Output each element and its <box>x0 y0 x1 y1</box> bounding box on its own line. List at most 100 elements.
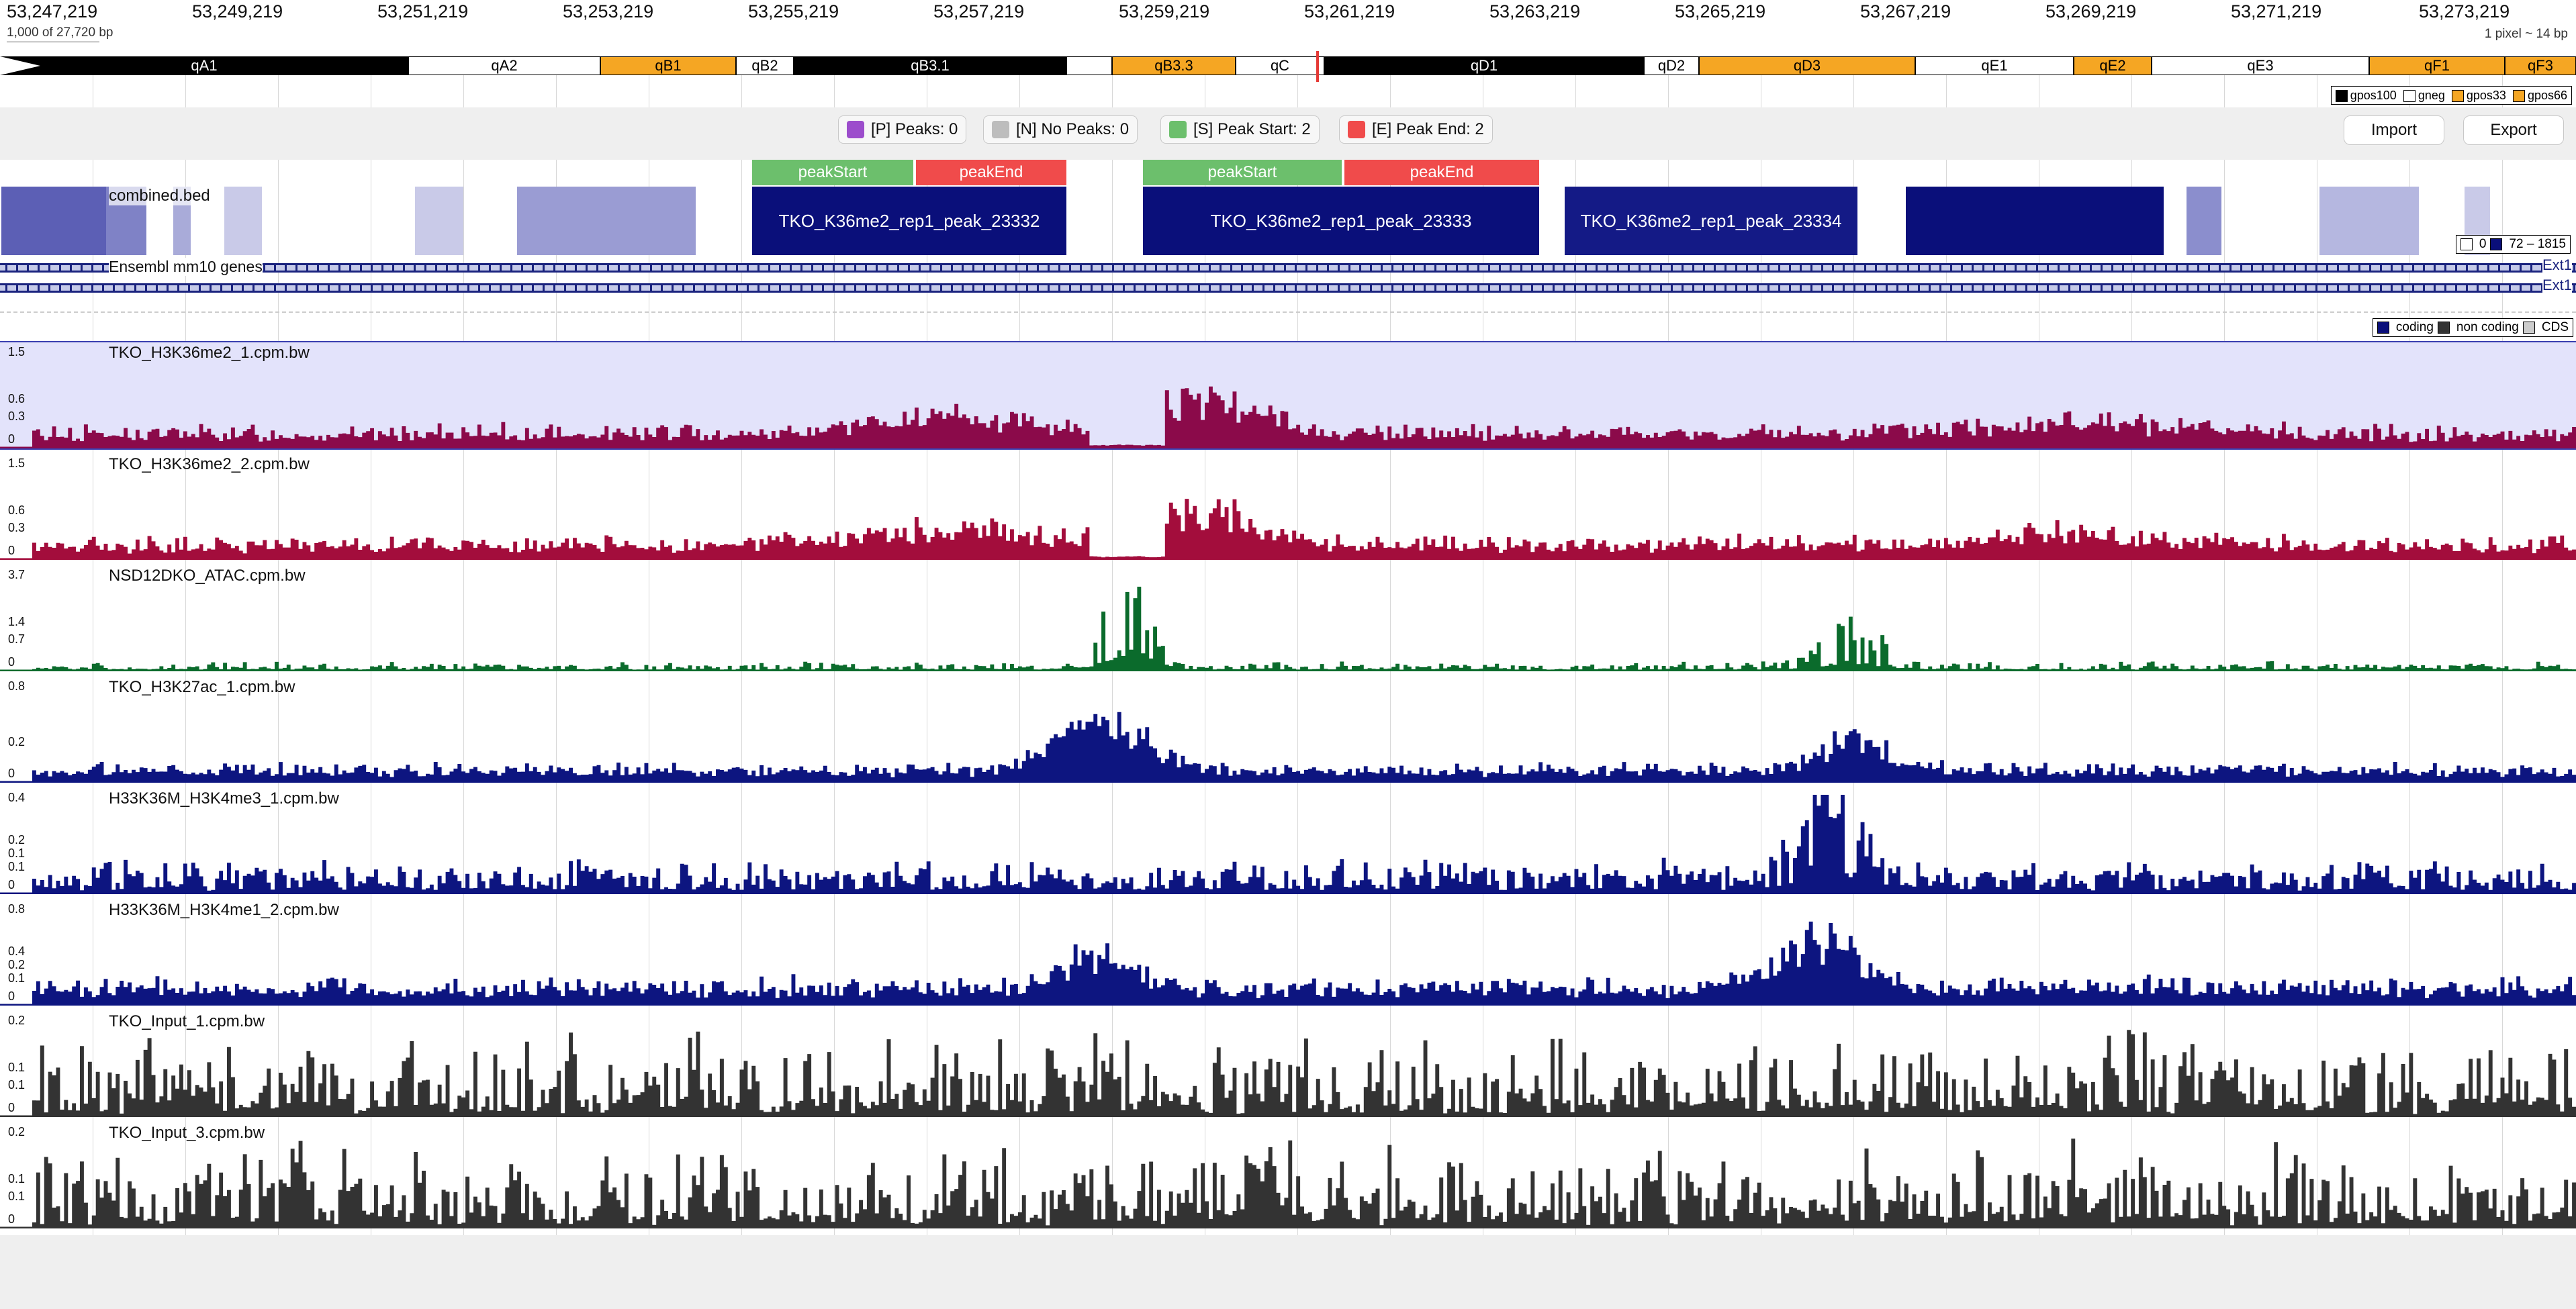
ideogram-band[interactable]: qA2 <box>408 56 600 75</box>
gridline <box>185 56 186 1235</box>
legend-gpos100: gpos100 <box>2335 89 2397 103</box>
ideogram-band[interactable]: qB3.3 <box>1112 56 1236 75</box>
peaks-chip[interactable]: [P] Peaks: 0 <box>838 115 967 144</box>
y-axis-tick: 0 <box>8 767 15 780</box>
legend-gneg: gneg <box>2403 89 2445 103</box>
bed-track-label: combined.bed <box>109 187 210 205</box>
signal-plot <box>0 587 2576 671</box>
gridline <box>2409 56 2410 1235</box>
track-name-label: TKO_H3K36me2_1.cpm.bw <box>109 344 310 362</box>
ideogram-band[interactable]: qB1 <box>600 56 736 75</box>
ruler-tick-label: 53,273,219 <box>2419 1 2510 21</box>
ideogram-band[interactable]: qF1 <box>2369 56 2505 75</box>
ruler-tick-label: 53,269,219 <box>2045 1 2137 21</box>
peak-end-marker-2[interactable]: peakEnd <box>1344 160 1539 185</box>
ideogram-band[interactable]: qE2 <box>2074 56 2152 75</box>
peaks-label: [P] Peaks: 0 <box>871 120 958 138</box>
bed-feature[interactable] <box>2319 187 2419 255</box>
ideogram-band[interactable] <box>1066 56 1112 75</box>
signal-plot <box>0 386 2576 448</box>
gridline <box>1390 56 1391 1235</box>
peak-end-chip[interactable]: [E] Peak End: 2 <box>1339 115 1493 144</box>
gene-ext1-transcript-2[interactable] <box>0 283 2576 293</box>
bed-feature[interactable] <box>1 187 106 255</box>
y-axis-tick: 0.6 <box>8 392 26 405</box>
signal-track[interactable]: 0.2 0.1 0.1 0 TKO_Input_1.cpm.bw <box>0 1011 2576 1117</box>
no-peaks-label: [N] No Peaks: 0 <box>1016 120 1130 138</box>
bed-peak-23333[interactable]: TKO_K36me2_rep1_peak_23333 <box>1143 187 1539 255</box>
ideogram-band[interactable]: qD3 <box>1699 56 1915 75</box>
ideogram-band[interactable]: qE3 <box>2152 56 2369 75</box>
y-axis-tick: 3.7 <box>8 568 26 581</box>
peak-end-marker-1[interactable]: peakEnd <box>916 160 1066 185</box>
signal-track[interactable]: 1.5 0.6 0.3 0 TKO_H3K36me2_1.cpm.bw <box>0 341 2576 450</box>
ideogram-band[interactable]: qE1 <box>1915 56 2074 75</box>
track-name-label: TKO_H3K36me2_2.cpm.bw <box>109 455 310 473</box>
coordinate-ruler[interactable]: 53,247,219 53,249,219 53,251,219 53,253,219… <box>0 0 2576 48</box>
signal-area <box>32 795 2576 894</box>
y-axis-tick: 0.2 <box>8 735 26 748</box>
peak-end-label: [E] Peak End: 2 <box>1372 120 1484 138</box>
signal-track[interactable]: 3.7 1.4 0.7 0 NSD12DKO_ATAC.cpm.bw <box>0 565 2576 671</box>
ruler-tick-label: 53,251,219 <box>377 1 469 21</box>
gene-track-divider <box>0 311 2576 313</box>
signal-area <box>32 1138 2576 1228</box>
gridline <box>834 56 835 1235</box>
gridline <box>463 56 464 1235</box>
ideogram-band[interactable]: qA1 <box>0 56 408 75</box>
ruler-tick-label: 53,257,219 <box>933 1 1025 21</box>
bed-feature[interactable] <box>2187 187 2221 255</box>
gridline <box>2502 56 2503 1235</box>
ideogram-band[interactable]: qC <box>1236 56 1324 75</box>
ideogram-legend: gpos100 gneg gpos33 gpos66 <box>2330 86 2572 105</box>
ideogram-band[interactable]: qB3.1 <box>794 56 1066 75</box>
import-button[interactable]: Import <box>2344 115 2444 145</box>
legend-gpos66: gpos66 <box>2512 89 2567 103</box>
y-axis-tick: 0.1 <box>8 1061 26 1074</box>
track-name-label: NSD12DKO_ATAC.cpm.bw <box>109 567 306 585</box>
ideogram-band[interactable]: qF3 <box>2505 56 2576 75</box>
peak-start-label: [S] Peak Start: 2 <box>1193 120 1311 138</box>
gene-legend: coding non coding CDS <box>2372 318 2573 337</box>
signal-track[interactable]: 0.4 0.2 0.1 0.1 0 H33K36M_H3K4me3_1.cpm.bw <box>0 788 2576 894</box>
bed-peak-23332[interactable]: TKO_K36me2_rep1_peak_23332 <box>752 187 1066 255</box>
track-name-label: H33K36M_H3K4me3_1.cpm.bw <box>109 789 339 808</box>
peak-start-marker-1[interactable]: peakStart <box>752 160 913 185</box>
gene-label-ext1-b[interactable]: Ext1 <box>2542 277 2572 294</box>
y-axis-tick: 0.2 <box>8 958 26 971</box>
signal-track[interactable]: 1.5 0.6 0.3 0 TKO_H3K36me2_2.cpm.bw <box>0 454 2576 560</box>
signal-area <box>32 499 2576 560</box>
export-button[interactable]: Export <box>2463 115 2564 145</box>
bed-score-legend: 0 72 – 1815 <box>2455 235 2571 254</box>
bed-peak-23334[interactable]: TKO_K36me2_rep1_peak_23334 <box>1565 187 1857 255</box>
signal-plot <box>0 1030 2576 1117</box>
bed-feature[interactable] <box>517 187 696 255</box>
gene-label-ext1-a[interactable]: Ext1 <box>2542 256 2572 274</box>
scale-label: 1,000 of 27,720 bp <box>7 26 113 40</box>
chromosome-ideogram[interactable]: qA1 qA2 qB1 qB2 qB3.1 qB3.3 qC qD1 qD2 qD3 qE1 qE2 q… <box>0 56 2576 77</box>
y-axis-tick: 0 <box>8 1212 15 1226</box>
signal-track[interactable]: 0.8 0.2 0 TKO_H3K27ac_1.cpm.bw <box>0 677 2576 783</box>
bed-feature[interactable] <box>224 187 262 255</box>
bed-feature[interactable] <box>415 187 463 255</box>
current-position-marker <box>1316 51 1319 82</box>
y-axis-tick: 1.5 <box>8 456 26 470</box>
peak-start-chip[interactable]: [S] Peak Start: 2 <box>1160 115 1320 144</box>
gridline <box>1297 56 1298 1235</box>
y-axis-tick: 0.2 <box>8 1014 26 1027</box>
gridline <box>1946 56 1947 1235</box>
ideogram-band[interactable]: qB2 <box>736 56 794 75</box>
ideogram-band[interactable]: qD1 <box>1324 56 1644 75</box>
no-peaks-chip[interactable]: [N] No Peaks: 0 <box>983 115 1138 144</box>
track-name-label: H33K36M_H3K4me1_2.cpm.bw <box>109 901 339 919</box>
track-name-label: TKO_Input_3.cpm.bw <box>109 1124 265 1142</box>
peak-start-marker-2[interactable]: peakStart <box>1143 160 1342 185</box>
ideogram-band[interactable]: qD2 <box>1644 56 1699 75</box>
y-axis-tick: 1.5 <box>8 345 26 358</box>
signal-track[interactable]: 0.8 0.4 0.2 0.1 0 H33K36M_H3K4me1_2.cpm.bw <box>0 900 2576 1006</box>
bed-track[interactable]: TKO_K36me2_rep1_peak_23332 TKO_K36me2_re… <box>0 187 2576 258</box>
bed-feature[interactable] <box>1906 187 2164 255</box>
signal-track[interactable]: 0.2 0.1 0.1 0 TKO_Input_3.cpm.bw <box>0 1122 2576 1228</box>
gene-ext1-transcript-1[interactable] <box>0 263 2576 273</box>
y-axis-tick: 0 <box>8 544 15 557</box>
